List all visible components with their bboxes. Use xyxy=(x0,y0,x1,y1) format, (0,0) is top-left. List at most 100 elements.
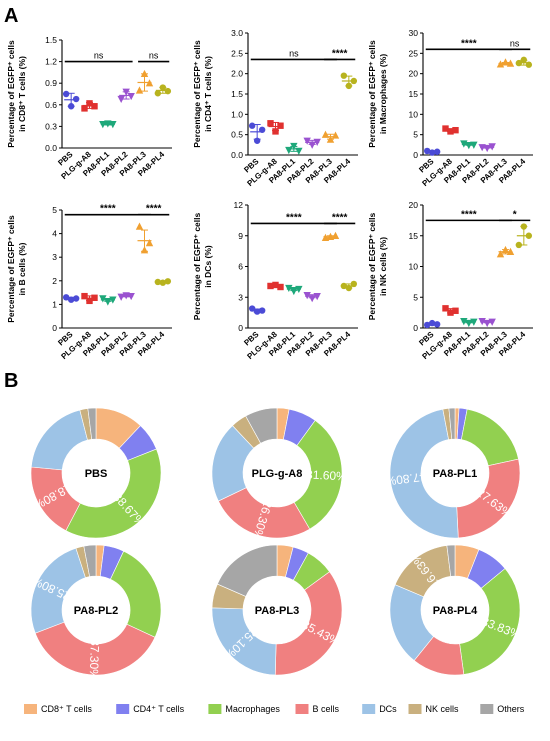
y-axis-label: Percentage of EGFP⁺ cellsin CD4⁺ T cells… xyxy=(192,40,213,148)
data-point xyxy=(258,126,266,133)
y-tick-label: 6 xyxy=(238,262,243,272)
data-point xyxy=(501,58,510,66)
y-tick-label: 1.0 xyxy=(231,109,243,119)
data-point xyxy=(515,59,523,67)
data-point xyxy=(340,72,348,79)
significance-label: * xyxy=(513,209,517,220)
y-axis-label: Percentage of EGFP⁺ cellsin B cells (%) xyxy=(6,215,27,323)
donut-title: PBS xyxy=(85,468,108,480)
y-axis-label-line2: in CD4⁺ T cells (%) xyxy=(203,56,213,132)
y-tick-label: 9 xyxy=(238,231,243,241)
data-point xyxy=(515,241,523,249)
donut-slice xyxy=(461,408,519,467)
data-point xyxy=(81,105,88,112)
y-tick-label: 15 xyxy=(409,89,419,99)
y-tick-label: 1.5 xyxy=(45,35,57,45)
data-point xyxy=(285,146,293,155)
data-point xyxy=(91,294,98,301)
data-point xyxy=(81,292,88,300)
y-axis-label: Percentage of EGFP⁺ cellsin CD8⁺ T cells… xyxy=(6,40,27,148)
y-axis-label-line1: Percentage of EGFP⁺ cells xyxy=(192,212,202,320)
scatter-plot-1: 0.0 0.3 0.6 0.9 1.2 1.5 Percentage of EGFP⁺ ce… xyxy=(6,35,172,181)
data-point xyxy=(272,128,279,135)
donut-title: PA8-PL1 xyxy=(433,468,477,480)
legend-swatch xyxy=(24,704,37,714)
legend-item: CD4⁺ T cells xyxy=(116,704,185,714)
data-point xyxy=(442,305,449,312)
data-point xyxy=(313,138,321,146)
legend-swatch xyxy=(295,704,309,714)
data-point xyxy=(145,239,154,247)
y-tick-label: 1 xyxy=(52,299,57,309)
data-point xyxy=(159,84,167,91)
data-point xyxy=(140,69,149,78)
data-point xyxy=(308,141,316,149)
data-point xyxy=(154,90,162,97)
data-point xyxy=(506,247,515,255)
data-point xyxy=(331,131,340,139)
data-point xyxy=(127,292,135,301)
data-point xyxy=(520,56,528,64)
data-point xyxy=(135,86,144,94)
data-point xyxy=(258,307,266,314)
data-point xyxy=(452,307,459,314)
data-point xyxy=(99,295,107,303)
data-point xyxy=(164,87,172,95)
data-point xyxy=(104,120,112,128)
donut-slice xyxy=(34,621,156,676)
y-tick-label: 3 xyxy=(238,292,243,302)
data-point xyxy=(496,250,505,258)
data-point xyxy=(423,321,431,329)
data-point xyxy=(145,79,154,87)
data-point xyxy=(520,223,528,230)
y-tick-label: 0.6 xyxy=(45,100,57,110)
y-tick-label: 1.5 xyxy=(231,89,243,99)
y-tick-label: 0 xyxy=(413,150,418,160)
significance-label: **** xyxy=(332,212,348,223)
data-point xyxy=(267,282,274,290)
data-point xyxy=(62,90,70,98)
data-point xyxy=(122,292,130,300)
scatter-plot-2: 0.0 0.5 1.0 1.5 2.0 2.5 3.0 Percentage of EGFP⁺… xyxy=(192,28,358,188)
scatter-plot-3: 0 5 10 15 20 25 30 Percentage of EGFP⁺ cellsin … xyxy=(367,28,533,188)
y-tick-label: 10 xyxy=(409,109,419,119)
y-tick-label: 20 xyxy=(409,69,419,79)
legend-item: NK cells xyxy=(408,704,459,714)
legend-swatch xyxy=(362,704,376,714)
data-point xyxy=(350,280,358,288)
data-point xyxy=(447,309,454,316)
legend-item: Others xyxy=(480,704,525,714)
significance-label: **** xyxy=(100,204,116,215)
data-point xyxy=(447,128,454,135)
data-point xyxy=(428,319,436,327)
y-tick-label: 25 xyxy=(409,48,419,58)
y-tick-label: 5 xyxy=(413,292,418,302)
y-tick-label: 0.5 xyxy=(231,130,243,140)
data-point xyxy=(248,305,256,312)
y-axis-label-line1: Percentage of EGFP⁺ cells xyxy=(192,40,202,148)
donut-slice xyxy=(83,544,97,577)
data-point xyxy=(433,148,441,155)
y-tick-label: 0.0 xyxy=(45,143,57,153)
data-point xyxy=(86,297,93,305)
data-point xyxy=(488,143,496,151)
legend-label: CD4⁺ T cells xyxy=(133,704,184,714)
data-point xyxy=(465,142,473,150)
y-tick-label: 12 xyxy=(234,200,244,210)
donut-percent-label: 37.30% xyxy=(87,639,102,680)
donut-chart-2: PLG-g-A8 31.60%26.30% xyxy=(211,407,347,542)
donut-percent-label: 47.80% xyxy=(384,470,426,489)
data-point xyxy=(326,135,335,143)
data-point xyxy=(345,284,353,292)
data-point xyxy=(135,222,144,230)
data-point xyxy=(86,100,93,107)
significance-label: **** xyxy=(146,204,162,215)
y-axis-label: Percentage of EGFP⁺ cellsin Macrophages … xyxy=(367,40,388,148)
y-axis-label-line2: in CD8⁺ T cells (%) xyxy=(17,56,27,132)
data-point xyxy=(501,245,510,254)
data-point xyxy=(72,95,80,103)
y-axis-label-line1: Percentage of EGFP⁺ cells xyxy=(6,215,16,323)
